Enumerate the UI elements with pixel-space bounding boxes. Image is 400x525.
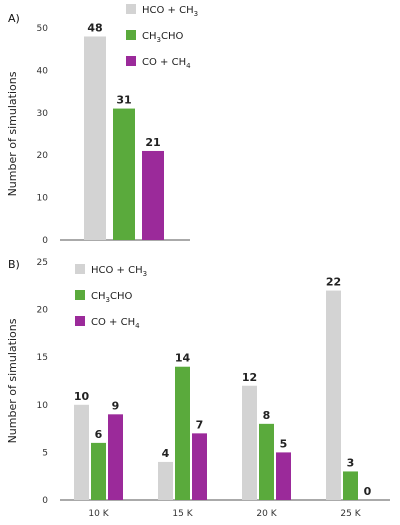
x-tick-label: 25 K — [340, 509, 361, 519]
legend-swatch — [75, 316, 85, 326]
bar — [192, 433, 207, 500]
data-label: 0 — [364, 485, 372, 498]
panel-label: A) — [8, 12, 20, 25]
bar — [108, 414, 123, 500]
y-tick-label: 0 — [42, 236, 48, 246]
data-label: 8 — [263, 409, 271, 422]
legend-label: HCO + CH3 — [91, 265, 147, 278]
data-label: 31 — [116, 94, 131, 107]
legend-label: HCO + CH3 — [142, 5, 198, 18]
x-tick-label: 10 K — [88, 509, 109, 519]
y-tick-label: 10 — [37, 401, 49, 411]
y-tick-label: 0 — [42, 496, 48, 506]
legend-swatch — [126, 56, 136, 66]
data-label: 22 — [326, 276, 341, 289]
chart-panel-b: B) Number of simulations 0 5 10 15 20 25 10 6 9 10 … — [6, 258, 390, 519]
y-tick-label: 20 — [37, 306, 49, 316]
legend-label: CO + CH4 — [91, 317, 140, 330]
data-label: 10 — [74, 390, 90, 403]
bar — [84, 36, 106, 241]
y-tick-label: 10 — [37, 194, 49, 204]
legend-label: CH3CHO — [91, 291, 132, 304]
data-label: 3 — [347, 456, 355, 469]
y-axis-label: Number of simulations — [6, 71, 19, 196]
bar — [175, 366, 190, 500]
x-tick-label: 20 K — [256, 509, 277, 519]
bar — [326, 290, 341, 500]
y-tick-label: 20 — [37, 151, 49, 161]
bar — [158, 461, 173, 500]
legend-label: CH3CHO — [142, 31, 183, 44]
x-tick-label: 15 K — [172, 509, 193, 519]
bar — [91, 442, 106, 500]
y-tick-label: 5 — [42, 448, 48, 458]
bar — [276, 452, 291, 500]
bar — [343, 471, 358, 500]
legend-swatch — [126, 30, 136, 40]
legend-swatch — [75, 264, 85, 274]
data-label: 6 — [95, 428, 103, 441]
y-tick-label: 50 — [37, 24, 49, 34]
chart-panel-a: A) Number of simulations 0 10 20 30 40 50 48 31 21… — [6, 4, 198, 246]
legend-label: CO + CH4 — [142, 57, 191, 70]
y-tick-label: 15 — [37, 353, 48, 363]
y-tick-label: 25 — [37, 258, 48, 268]
y-tick-label: 40 — [37, 66, 49, 76]
data-label: 14 — [175, 352, 191, 365]
bar — [74, 404, 89, 500]
legend-swatch — [75, 290, 85, 300]
y-axis-label: Number of simulations — [6, 318, 19, 443]
data-label: 12 — [242, 371, 257, 384]
bar — [142, 150, 164, 240]
bar — [259, 423, 274, 500]
data-label: 9 — [112, 399, 120, 412]
data-label: 21 — [145, 136, 160, 149]
bar — [113, 108, 135, 240]
data-label: 48 — [87, 21, 102, 34]
panel-label: B) — [8, 258, 20, 271]
legend-swatch — [126, 4, 136, 14]
data-label: 7 — [196, 418, 204, 431]
data-label: 4 — [162, 447, 170, 460]
bar — [242, 385, 257, 500]
data-label: 5 — [280, 437, 288, 450]
y-tick-label: 30 — [37, 109, 49, 119]
